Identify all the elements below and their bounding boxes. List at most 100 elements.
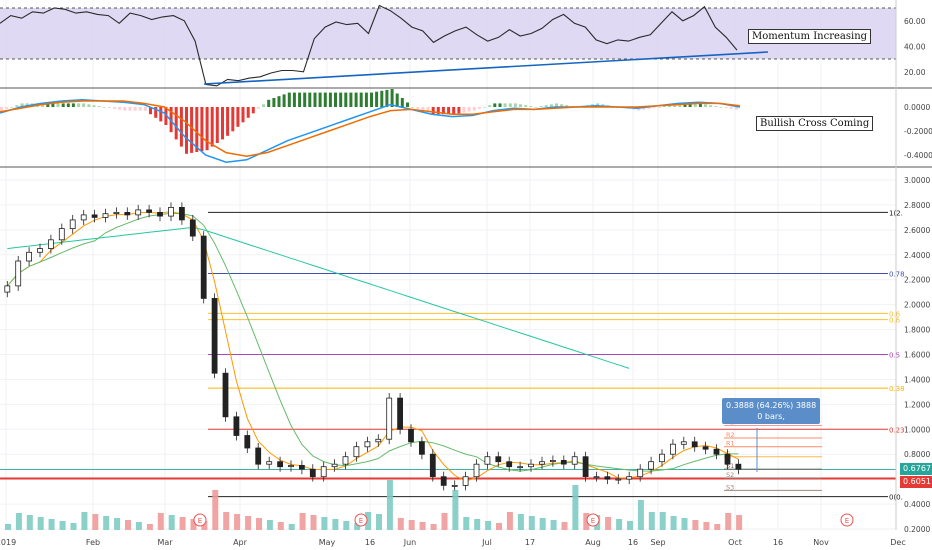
candle-body <box>102 213 109 218</box>
macd-histogram-bar <box>421 107 425 111</box>
fib-level-label: 0.38 <box>889 385 905 393</box>
macd-histogram-bar <box>154 107 158 118</box>
x-tick-label: Apr <box>233 538 248 547</box>
macd-histogram-bar <box>0 107 3 111</box>
macd-histogram-bar <box>143 107 147 111</box>
macd-histogram-bar <box>231 107 235 132</box>
macd-histogram-bar <box>323 92 327 107</box>
macd-histogram-bar <box>138 107 142 111</box>
price-y-tick-label: 1.4000 <box>904 375 930 384</box>
volume-bar <box>376 514 382 530</box>
macd-histogram-bar <box>164 107 168 125</box>
macd-histogram-bar <box>195 107 199 152</box>
macd-histogram-bar <box>642 107 646 110</box>
candle-body <box>670 443 676 455</box>
volume-bar <box>26 515 33 530</box>
macd-histogram-bar <box>185 107 188 154</box>
volume-bar <box>550 520 557 530</box>
signal-line <box>0 100 741 157</box>
macd-histogram-bar <box>328 92 332 107</box>
candle-body <box>48 239 54 249</box>
macd-histogram-bar <box>51 103 55 107</box>
macd-histogram-bar <box>359 92 363 107</box>
macd-histogram-bar <box>668 105 672 107</box>
macd-y-tick-label: 0.0000 <box>904 103 930 112</box>
x-tick-label: Feb <box>86 538 100 547</box>
macd-y-tick-label: -0.4000 <box>904 151 932 160</box>
volume-bar <box>430 524 437 530</box>
x-tick-label: Aug <box>585 538 601 547</box>
volume-bar <box>343 521 350 530</box>
volume-bar <box>288 524 295 530</box>
candle-body <box>244 435 251 449</box>
volume-bar <box>37 517 44 530</box>
volume-bar <box>354 523 361 530</box>
macd-histogram-bar <box>292 92 296 107</box>
candle-body <box>157 211 163 217</box>
macd-histogram-bar <box>524 105 528 107</box>
volume-bar <box>386 480 393 530</box>
macd-histogram-bar <box>390 89 394 107</box>
candle-body <box>604 476 611 480</box>
macd-histogram-bar <box>441 107 445 115</box>
x-tick-label: Mar <box>157 538 173 547</box>
macd-histogram-bar <box>354 92 358 107</box>
candle-body <box>266 461 273 465</box>
volume-bar <box>408 520 415 530</box>
volume-bar <box>103 516 110 530</box>
price-panel: 1(2.0.780.60.60.50.380.230(0.R3R2R1PS1S2… <box>0 202 905 530</box>
volume-bar <box>201 521 208 530</box>
volume-bar <box>572 485 579 530</box>
candle-body <box>615 478 622 481</box>
macd-histogram-bar <box>298 92 302 107</box>
macd-histogram-bar <box>41 103 45 107</box>
candle-body <box>724 453 731 465</box>
price-y-tick-label: 1.6000 <box>904 351 930 360</box>
macd-histogram-bar <box>241 107 245 123</box>
volume-bar <box>463 517 470 530</box>
macd-histogram-bar <box>652 107 656 108</box>
macd-histogram-bar <box>719 107 723 108</box>
earnings-marker <box>586 513 600 527</box>
macd-histogram-bar <box>210 107 214 147</box>
candle-body <box>4 285 11 293</box>
macd-histogram-bar <box>452 107 456 115</box>
volume-bar <box>637 500 644 530</box>
volume-bar <box>223 512 230 530</box>
macd-histogram-bar <box>508 103 512 107</box>
macd-histogram-bar <box>555 103 558 107</box>
volume-bar <box>496 523 502 530</box>
macd-histogram-bar <box>431 107 435 115</box>
macd-histogram-bar <box>5 107 9 109</box>
volume-bar <box>245 516 252 530</box>
candle-body <box>473 463 480 478</box>
candle-body <box>397 397 404 430</box>
macd-histogram-bar <box>190 107 194 153</box>
rsi-y-tick-label: 40.00 <box>904 42 926 51</box>
candle-body <box>331 463 338 468</box>
macd-histogram-bar <box>375 91 379 107</box>
macd-histogram-bar <box>308 92 312 107</box>
macd-histogram-bar <box>549 104 553 107</box>
pivot-label: S3 <box>726 483 734 491</box>
x-tick-label: Dec <box>890 538 905 547</box>
macd-histogram-bar <box>215 107 219 143</box>
volume-bar <box>365 512 372 530</box>
measure-label: 0.3888 (64.26%) 3888 0 bars, <box>722 398 821 424</box>
macd-histogram-bar <box>560 104 564 107</box>
macd-histogram-bar <box>226 107 230 136</box>
price-y-tick-label: 3.0000 <box>904 176 930 185</box>
volume-bar <box>81 512 88 530</box>
macd-histogram-bar <box>92 105 96 107</box>
x-tick-label: 17 <box>525 538 535 547</box>
candle-body <box>517 466 523 469</box>
macd-histogram-bar <box>102 107 106 108</box>
macd-histogram-bar <box>693 103 697 107</box>
candle-body <box>418 441 425 455</box>
x-tick-label: Jun <box>403 538 417 547</box>
macd-histogram-bar <box>15 105 19 107</box>
candle-body <box>58 228 65 241</box>
candle-body <box>189 219 196 237</box>
macd-histogram-bar <box>462 107 466 113</box>
